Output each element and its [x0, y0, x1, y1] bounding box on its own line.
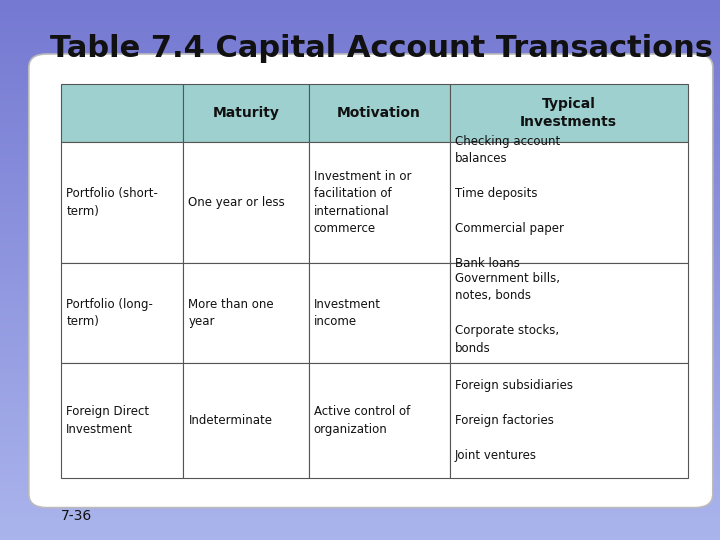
- Text: Portfolio (long-
term): Portfolio (long- term): [66, 298, 153, 328]
- Bar: [309, 142, 449, 264]
- FancyBboxPatch shape: [29, 54, 713, 508]
- Bar: [184, 363, 309, 478]
- Text: Table 7.4 Capital Account Transactions: Table 7.4 Capital Account Transactions: [50, 34, 714, 63]
- Bar: [61, 363, 184, 478]
- Text: Indeterminate: Indeterminate: [189, 414, 272, 427]
- Bar: [449, 264, 688, 363]
- Bar: [61, 264, 184, 363]
- Text: Foreign subsidiaries

Foreign factories

Joint ventures: Foreign subsidiaries Foreign factories J…: [454, 379, 572, 462]
- Text: More than one
year: More than one year: [189, 298, 274, 328]
- Text: Investment in or
facilitation of
international
commerce: Investment in or facilitation of interna…: [314, 170, 411, 235]
- Bar: [184, 142, 309, 264]
- Text: Checking account
balances

Time deposits

Commercial paper

Bank loans: Checking account balances Time deposits …: [454, 135, 564, 271]
- Text: One year or less: One year or less: [189, 196, 285, 209]
- Bar: [184, 84, 309, 142]
- Bar: [309, 84, 449, 142]
- Bar: [184, 264, 309, 363]
- Bar: [61, 84, 184, 142]
- Text: Motivation: Motivation: [337, 106, 421, 120]
- Bar: [309, 363, 449, 478]
- Text: Government bills,
notes, bonds

Corporate stocks,
bonds: Government bills, notes, bonds Corporate…: [454, 272, 559, 355]
- Text: Active control of
organization: Active control of organization: [314, 405, 410, 436]
- Bar: [449, 84, 688, 142]
- Bar: [309, 264, 449, 363]
- Bar: [61, 142, 184, 264]
- Bar: [449, 363, 688, 478]
- Text: Foreign Direct
Investment: Foreign Direct Investment: [66, 405, 149, 436]
- Text: 7-36: 7-36: [61, 509, 92, 523]
- Text: Portfolio (short-
term): Portfolio (short- term): [66, 187, 158, 218]
- Text: Typical
Investments: Typical Investments: [520, 97, 617, 129]
- Bar: [449, 142, 688, 264]
- Text: Maturity: Maturity: [212, 106, 279, 120]
- Text: Investment
income: Investment income: [314, 298, 381, 328]
